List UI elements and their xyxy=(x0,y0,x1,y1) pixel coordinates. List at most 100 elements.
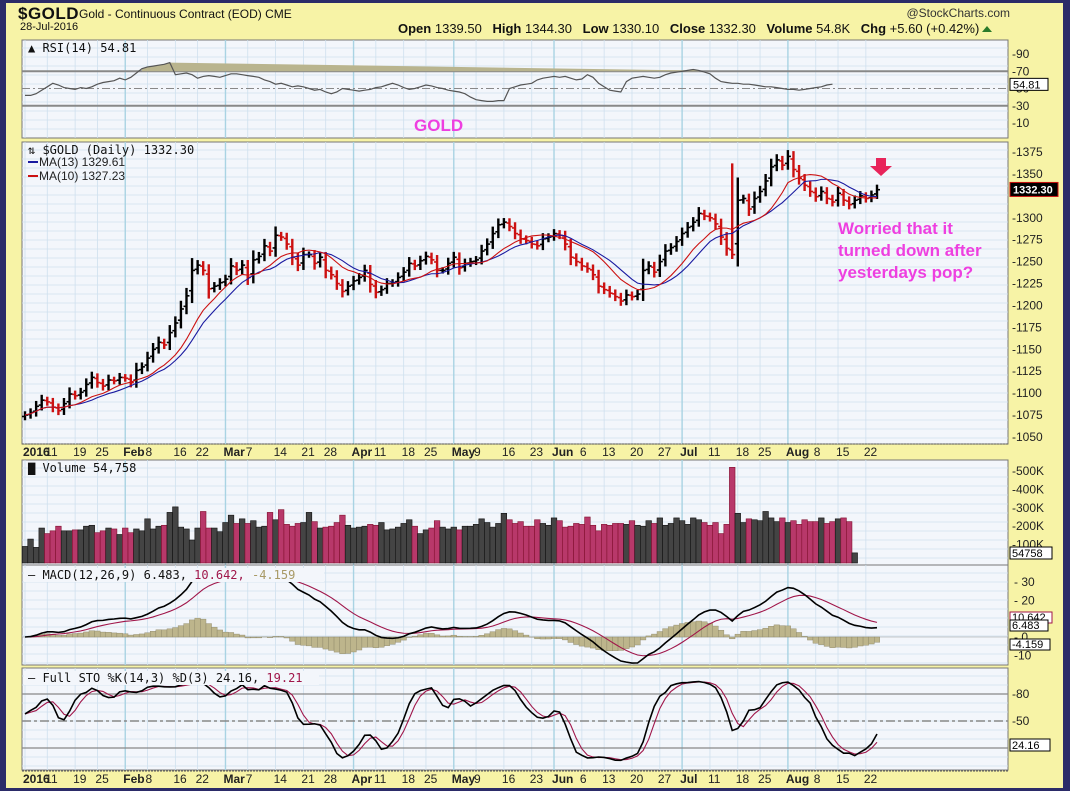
volume-bar xyxy=(495,523,502,564)
volume-value: 54.8K xyxy=(816,21,851,36)
volume-bar xyxy=(539,523,546,564)
volume-bar xyxy=(60,530,68,564)
macd-histogram-bar xyxy=(133,634,140,638)
macd-histogram-bar xyxy=(478,635,485,638)
macd-histogram-bar xyxy=(72,633,79,638)
date-label: Jun xyxy=(552,772,573,786)
volume-bar xyxy=(266,512,274,564)
price-tick-1050: -1050 xyxy=(1012,430,1043,444)
macd-histogram-bar xyxy=(534,636,541,640)
volume-bar xyxy=(172,506,179,564)
date-label: 11 xyxy=(374,772,387,786)
date-label: 15 xyxy=(836,772,850,786)
date-label: 11 xyxy=(45,445,58,459)
macd-histogram-bar xyxy=(662,628,669,638)
price-tick-1225: -1225 xyxy=(1012,277,1043,291)
macd-histogram-bar xyxy=(729,636,736,640)
date-label: May xyxy=(452,445,476,459)
macd-histogram-bar xyxy=(623,636,630,649)
rsi-tick-10: -10 xyxy=(1012,116,1030,130)
volume-bar xyxy=(484,522,491,564)
date-label: 22 xyxy=(864,772,878,786)
macd-histogram-bar xyxy=(823,636,830,647)
macd-histogram-bar xyxy=(495,629,502,638)
macd-histogram-bar xyxy=(757,629,764,638)
macd-histogram-bar xyxy=(211,626,218,638)
macd-histogram-bar xyxy=(473,636,480,638)
macd-histogram-bar xyxy=(762,628,769,638)
symbol-title: $GOLD xyxy=(18,4,80,23)
date-label: 25 xyxy=(424,772,438,786)
volume-tick: -200K xyxy=(1012,519,1044,533)
macd-histogram-bar xyxy=(567,636,574,643)
macd-histogram-bar xyxy=(640,636,647,641)
volume-bar xyxy=(227,514,235,564)
volume-bar xyxy=(417,533,424,564)
volume-bar xyxy=(807,521,814,564)
volume-bar xyxy=(489,526,496,564)
macd-histogram-bar xyxy=(222,631,229,638)
volume-bar xyxy=(723,524,730,564)
volume-bar xyxy=(562,526,569,564)
volume-bar xyxy=(133,528,140,564)
macd-histogram-bar xyxy=(551,636,558,639)
macd-histogram-bar xyxy=(723,634,730,638)
open-value: 1339.50 xyxy=(434,21,482,36)
date-label: 28 xyxy=(324,445,338,459)
macd-histogram-bar xyxy=(294,636,301,645)
date-label: 21 xyxy=(301,772,315,786)
volume-bar xyxy=(144,518,151,564)
volume-bar xyxy=(72,529,79,564)
volume-bar xyxy=(690,517,697,564)
macd-histogram-bar xyxy=(194,617,201,638)
date-label: 25 xyxy=(758,772,772,786)
date-label: 27 xyxy=(658,445,672,459)
price-tick-1300: -1300 xyxy=(1012,211,1043,225)
date-label: 2016 xyxy=(23,445,50,459)
macd-histogram-bar xyxy=(790,628,797,638)
volume-bar xyxy=(49,530,56,564)
volume-bar xyxy=(456,529,463,564)
macd-histogram-bar xyxy=(127,634,134,638)
macd-histogram-bar xyxy=(846,636,853,649)
macd-histogram-bar xyxy=(467,636,474,638)
date-label: 23 xyxy=(530,445,544,459)
price-bars xyxy=(22,150,880,421)
volume-bar xyxy=(740,522,747,564)
macd-histogram-bar xyxy=(645,635,652,638)
sto-k-line xyxy=(24,680,878,762)
volume-bar xyxy=(467,525,474,564)
price-tick-1100: -1100 xyxy=(1012,386,1042,400)
volume-bar xyxy=(372,524,379,564)
date-label: 7 xyxy=(246,772,253,786)
volume-bar xyxy=(344,524,352,564)
volume-bar xyxy=(706,524,714,564)
date-label: 15 xyxy=(836,445,850,459)
macd-histogram-bar xyxy=(718,629,725,638)
volume-bar xyxy=(634,524,641,564)
macd-histogram-bar xyxy=(317,636,324,648)
volume-bar xyxy=(44,533,51,564)
macd-histogram-bar xyxy=(489,631,496,638)
date-label: 25 xyxy=(758,445,772,459)
macd-histogram-bar xyxy=(166,628,173,638)
volume-bar xyxy=(628,520,636,564)
volume-bar xyxy=(428,527,435,564)
price-tick-1125: -1125 xyxy=(1012,364,1042,378)
date-label: 2016 xyxy=(23,772,50,786)
date-label: Apr xyxy=(352,445,373,459)
macd-histogram-bar xyxy=(255,636,262,639)
macd-histogram-bar xyxy=(818,636,825,645)
macd-histogram-bar xyxy=(484,633,491,638)
volume-bar xyxy=(645,520,652,564)
volume-bar xyxy=(149,528,157,564)
up-triangle-icon xyxy=(982,26,993,32)
comment-line-3: yesterdays pop? xyxy=(838,263,974,282)
macd-histogram-bar xyxy=(450,634,457,638)
macd-histogram-bar xyxy=(439,635,446,638)
volume-bar xyxy=(33,547,40,564)
date-label: 20 xyxy=(630,772,644,786)
macd-hist-tag xyxy=(1009,638,1051,651)
macd-histogram-bar xyxy=(205,623,212,638)
